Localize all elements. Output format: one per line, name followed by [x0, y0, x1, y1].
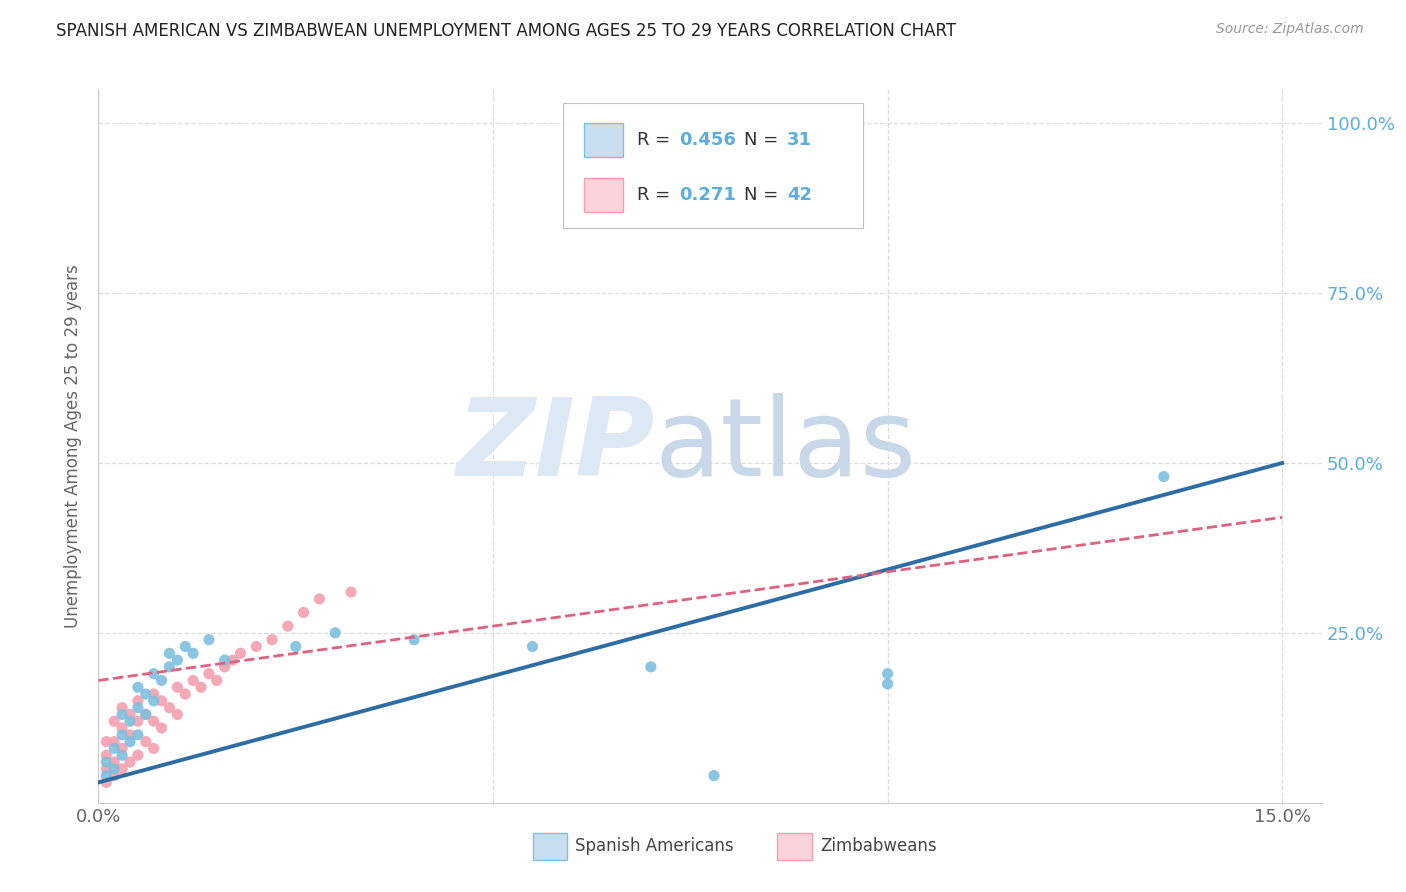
Text: ZIP: ZIP	[457, 393, 655, 499]
Point	[198, 632, 221, 647]
Point	[127, 748, 149, 763]
Point	[159, 646, 181, 660]
Text: Spanish Americans: Spanish Americans	[575, 838, 734, 855]
Point	[127, 714, 149, 729]
Point	[522, 640, 544, 654]
Text: R =: R =	[637, 131, 676, 149]
Y-axis label: Unemployment Among Ages 25 to 29 years: Unemployment Among Ages 25 to 29 years	[63, 264, 82, 628]
Point	[96, 734, 118, 748]
Text: 42: 42	[787, 186, 813, 203]
FancyBboxPatch shape	[564, 103, 863, 228]
Bar	[583, 178, 623, 212]
Point	[198, 666, 221, 681]
Point	[703, 769, 725, 783]
Point	[640, 660, 662, 674]
Point	[624, 116, 647, 130]
Point	[118, 707, 141, 722]
Point	[150, 673, 173, 688]
Point	[96, 769, 118, 783]
Point	[205, 673, 228, 688]
Point	[103, 734, 125, 748]
Point	[135, 687, 157, 701]
Point	[214, 660, 236, 674]
Text: R =: R =	[637, 186, 676, 203]
Point	[127, 680, 149, 694]
Point	[103, 769, 125, 783]
Point	[260, 632, 283, 647]
Point	[127, 728, 149, 742]
Point	[229, 646, 252, 660]
Point	[214, 653, 236, 667]
Bar	[778, 833, 811, 860]
Point	[96, 762, 118, 776]
Point	[142, 666, 165, 681]
Text: N =: N =	[744, 186, 785, 203]
Point	[181, 673, 204, 688]
Point	[245, 640, 267, 654]
Point	[111, 700, 134, 714]
Point	[1153, 469, 1175, 483]
Point	[340, 585, 363, 599]
Point	[166, 680, 188, 694]
Point	[96, 748, 118, 763]
Point	[166, 653, 188, 667]
Text: Source: ZipAtlas.com: Source: ZipAtlas.com	[1216, 22, 1364, 37]
Point	[142, 694, 165, 708]
Point	[111, 741, 134, 756]
Point	[96, 755, 118, 769]
Point	[166, 707, 188, 722]
Text: Zimbabweans: Zimbabweans	[820, 838, 936, 855]
Point	[118, 734, 141, 748]
Point	[111, 721, 134, 735]
Point	[103, 762, 125, 776]
Point	[103, 714, 125, 729]
Point	[159, 700, 181, 714]
Text: atlas: atlas	[655, 393, 917, 499]
Point	[142, 714, 165, 729]
Point	[221, 653, 243, 667]
Point	[150, 721, 173, 735]
Point	[284, 640, 307, 654]
Point	[323, 626, 346, 640]
Bar	[583, 123, 623, 157]
Point	[142, 687, 165, 701]
Text: N =: N =	[744, 131, 785, 149]
Point	[118, 714, 141, 729]
Point	[135, 707, 157, 722]
Text: 0.456: 0.456	[679, 131, 737, 149]
Text: SPANISH AMERICAN VS ZIMBABWEAN UNEMPLOYMENT AMONG AGES 25 TO 29 YEARS CORRELATIO: SPANISH AMERICAN VS ZIMBABWEAN UNEMPLOYM…	[56, 22, 956, 40]
Point	[111, 707, 134, 722]
Point	[111, 748, 134, 763]
Point	[174, 687, 197, 701]
Point	[292, 606, 315, 620]
Point	[404, 632, 426, 647]
Point	[150, 694, 173, 708]
Point	[118, 755, 141, 769]
Text: 0.271: 0.271	[679, 186, 737, 203]
Point	[142, 741, 165, 756]
Point	[876, 677, 898, 691]
Point	[277, 619, 299, 633]
Point	[174, 640, 197, 654]
Point	[876, 666, 898, 681]
Point	[103, 755, 125, 769]
Text: 31: 31	[787, 131, 813, 149]
Bar	[533, 833, 567, 860]
Point	[135, 734, 157, 748]
Point	[181, 646, 204, 660]
Point	[308, 591, 330, 606]
Point	[111, 762, 134, 776]
Point	[159, 660, 181, 674]
Point	[96, 775, 118, 789]
Point	[111, 728, 134, 742]
Point	[127, 700, 149, 714]
Point	[135, 707, 157, 722]
Point	[190, 680, 212, 694]
Point	[127, 694, 149, 708]
Point	[118, 728, 141, 742]
Point	[103, 741, 125, 756]
